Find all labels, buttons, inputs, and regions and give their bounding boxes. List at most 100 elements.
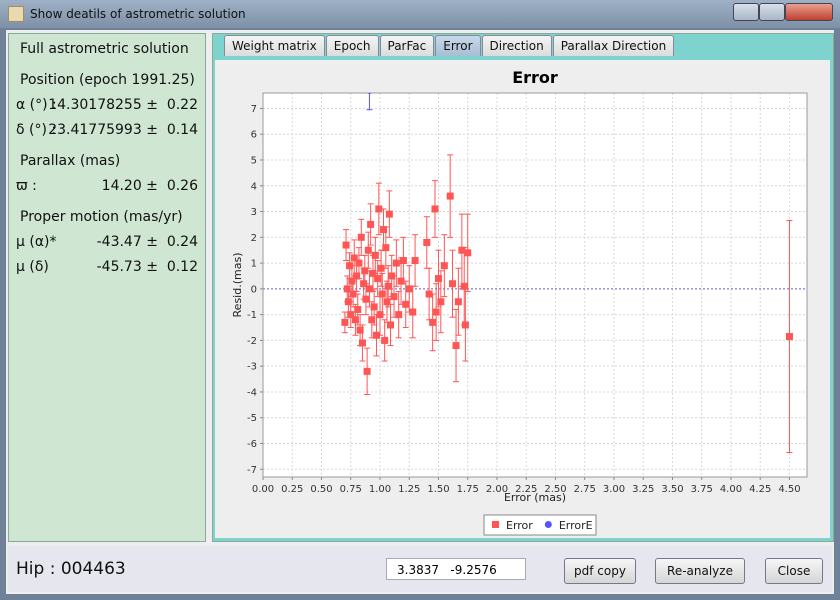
- section-title: Position (epoch 1991.25): [20, 72, 195, 88]
- button[interactable]: pdf copy: [564, 558, 636, 584]
- x-tick-label: 1.00: [369, 484, 391, 495]
- point: [785, 333, 793, 341]
- point: [364, 246, 372, 254]
- point: [368, 316, 376, 324]
- y-axis-label: Resid.(mas): [231, 253, 244, 318]
- row-label: α (°) :: [16, 97, 57, 113]
- point: [356, 326, 364, 334]
- plot-area: [263, 93, 807, 477]
- point: [342, 241, 350, 249]
- point: [437, 298, 445, 306]
- point: [355, 259, 363, 267]
- chart-title: Error: [512, 68, 558, 87]
- point: [432, 308, 440, 316]
- point: [367, 93, 372, 94]
- point: [349, 290, 357, 298]
- row-label: δ (°) :: [16, 122, 57, 138]
- x-tick-label: 4.00: [720, 484, 742, 495]
- y-tick-label: 4: [251, 181, 257, 192]
- solution-panel: Full astrometric solution Position (epoch…: [8, 33, 206, 542]
- row-value: -43.47 ± 0.24: [96, 234, 198, 250]
- window-title: Show deatils of astrometric solution: [30, 7, 246, 21]
- tab[interactable]: Direction: [481, 35, 552, 56]
- chart: Error 0.00 0.25 0.50 0.75 1.00 1.25 1.50 1.75 2.0…: [231, 68, 808, 536]
- y-tick-label: -6: [247, 439, 257, 450]
- point: [395, 311, 403, 319]
- point: [353, 272, 361, 280]
- point: [381, 336, 389, 344]
- y-tick-label: -1: [247, 310, 257, 321]
- point: [379, 226, 387, 234]
- point: [343, 285, 351, 293]
- point: [446, 192, 454, 200]
- point: [341, 318, 349, 326]
- tab[interactable]: ParFac: [379, 35, 435, 56]
- y-tick-label: 0: [251, 284, 257, 295]
- point: [461, 321, 469, 329]
- x-tick-label: 0.00: [252, 484, 274, 495]
- y-tick-label: 7: [251, 104, 257, 115]
- point: [431, 205, 439, 213]
- x-tick-label: 4.50: [778, 484, 800, 495]
- point: [411, 257, 419, 265]
- y-tick-label: 1: [251, 259, 257, 270]
- coordinates-field[interactable]: 3.3837 -9.2576: [386, 558, 526, 580]
- point: [429, 318, 437, 326]
- close-window-button[interactable]: [785, 3, 833, 21]
- y-tick-label: -5: [247, 413, 257, 424]
- point: [358, 339, 366, 347]
- point: [434, 275, 442, 283]
- point: [397, 277, 405, 285]
- point: [370, 303, 378, 311]
- x-tick-label: 0.25: [281, 484, 303, 495]
- legend-label: ErrorE: [559, 519, 593, 532]
- plot-border: [262, 92, 808, 478]
- row-label: μ (α)*: [16, 234, 57, 250]
- minimize-button[interactable]: [733, 3, 759, 21]
- point: [392, 259, 400, 267]
- x-axis-label: Error (mas): [504, 491, 566, 504]
- row-value: 23.41775993 ± 0.14: [48, 122, 198, 138]
- point: [375, 205, 383, 213]
- plot-data: [341, 93, 793, 454]
- point: [371, 251, 379, 259]
- point: [387, 321, 395, 329]
- point: [383, 298, 391, 306]
- x-tick-label: 2.00: [486, 484, 508, 495]
- point: [423, 238, 431, 246]
- point: [409, 308, 417, 316]
- x-tick-label: 0.75: [340, 484, 362, 495]
- y-tick-label: -2: [247, 336, 257, 347]
- title-bar: Show deatils of astrometric solution: [0, 0, 840, 28]
- tab[interactable]: Error: [435, 35, 481, 56]
- maximize-button[interactable]: [759, 3, 785, 21]
- point: [440, 262, 448, 270]
- y-tick-label: 5: [251, 156, 257, 167]
- y-tick-label: -3: [247, 362, 257, 373]
- x-tick-label: 0.50: [310, 484, 332, 495]
- row-label: ϖ :: [16, 178, 37, 194]
- legend-swatch: [492, 521, 499, 528]
- chart-area: Error 0.00 0.25 0.50 0.75 1.00 1.25 1.50 1.75 2.0…: [215, 60, 830, 538]
- legend-swatch: [544, 521, 552, 528]
- row-value: 14.20 ± 0.26: [101, 178, 198, 194]
- point: [363, 367, 371, 375]
- tab[interactable]: Parallax Direction: [552, 35, 675, 56]
- hip-label: Hip : 004463: [16, 559, 126, 579]
- x-tick-label: 4.25: [749, 484, 771, 495]
- tab[interactable]: Weight matrix: [224, 35, 325, 56]
- x-tick-label: 3.00: [603, 484, 625, 495]
- point: [362, 295, 370, 303]
- y-tick-label: -7: [247, 465, 257, 476]
- button[interactable]: Close: [765, 558, 823, 584]
- point: [361, 267, 369, 275]
- button[interactable]: Re-analyze: [655, 558, 745, 584]
- solution-heading: Full astrometric solution: [20, 41, 189, 57]
- point: [347, 311, 355, 319]
- x-tick-label: 3.75: [691, 484, 713, 495]
- point: [357, 233, 365, 241]
- point: [384, 282, 392, 290]
- y-tick-label: -4: [247, 387, 257, 398]
- tab[interactable]: Epoch: [325, 35, 379, 56]
